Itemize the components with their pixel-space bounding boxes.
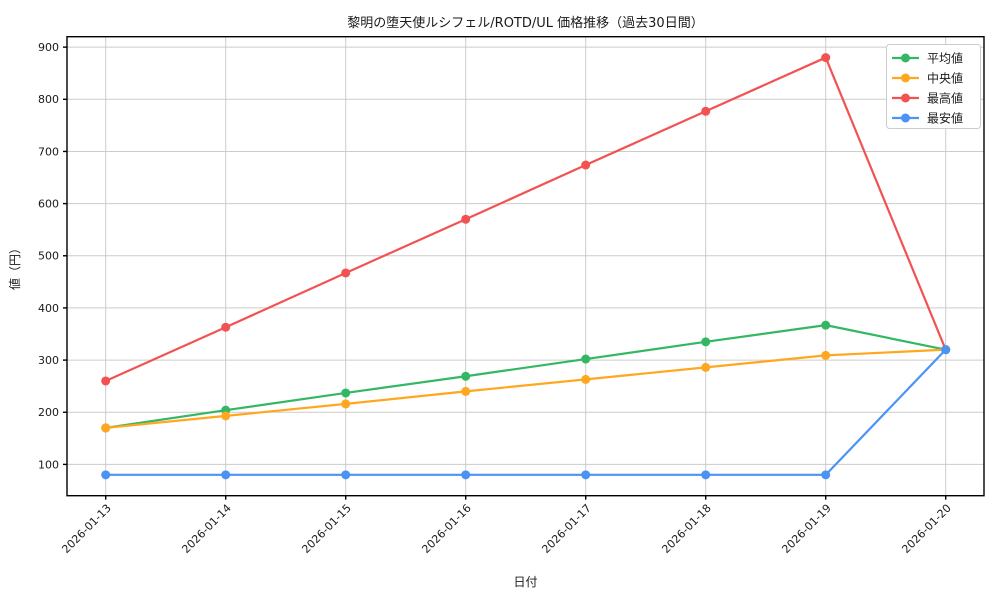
legend-label-average: 平均値 bbox=[927, 51, 963, 66]
legend-marker-median bbox=[901, 73, 910, 83]
legend-marker-min bbox=[901, 113, 910, 123]
legend-label-max: 最高値 bbox=[927, 91, 963, 106]
series-marker-median bbox=[461, 386, 471, 396]
series-marker-min bbox=[821, 470, 831, 480]
series-marker-median bbox=[221, 411, 231, 421]
series-marker-min bbox=[101, 470, 111, 480]
legend-label-median: 中央値 bbox=[927, 71, 963, 86]
y-tick-label: 800 bbox=[38, 93, 59, 106]
y-tick-label: 600 bbox=[38, 197, 59, 210]
series-marker-min bbox=[581, 470, 591, 480]
series-line-max bbox=[104, 56, 947, 383]
series-median bbox=[101, 345, 951, 433]
legend-item-min: 最安値 bbox=[892, 111, 963, 126]
plot-box bbox=[66, 36, 985, 497]
y-tick-label: 900 bbox=[38, 41, 59, 54]
series-marker-min bbox=[941, 345, 951, 355]
series-marker-min bbox=[461, 470, 471, 480]
legend-marker-average bbox=[901, 53, 910, 63]
x-tick-label: 2026-01-14 bbox=[179, 502, 233, 556]
series-marker-max bbox=[701, 106, 711, 116]
series-line-average bbox=[104, 324, 947, 429]
series-marker-max bbox=[821, 53, 831, 63]
y-tick-label: 700 bbox=[38, 145, 59, 158]
x-tick-label: 2026-01-13 bbox=[59, 502, 113, 556]
series-marker-max bbox=[341, 268, 351, 278]
series-marker-median bbox=[701, 362, 711, 372]
legend-marker-max bbox=[901, 93, 910, 103]
legend-label-min: 最安値 bbox=[927, 111, 963, 126]
series-marker-max bbox=[461, 214, 471, 224]
series-marker-average bbox=[461, 371, 471, 381]
series-marker-max bbox=[101, 376, 111, 386]
legend-item-median: 中央値 bbox=[892, 71, 963, 86]
series-marker-max bbox=[221, 322, 231, 332]
y-tick-label: 500 bbox=[38, 250, 59, 263]
x-tick-label: 2026-01-19 bbox=[779, 502, 833, 556]
series-marker-median bbox=[821, 350, 831, 360]
legend-box bbox=[886, 44, 981, 129]
series-min bbox=[101, 345, 951, 480]
series-marker-median bbox=[341, 399, 351, 409]
x-tick-label: 2026-01-18 bbox=[659, 502, 713, 556]
series-marker-max bbox=[581, 160, 591, 170]
series-marker-min bbox=[341, 470, 351, 480]
x-tick-label: 2026-01-17 bbox=[539, 502, 593, 556]
y-axis-label: 値（円） bbox=[7, 242, 22, 290]
series-line-min bbox=[104, 348, 947, 476]
y-tick-label: 100 bbox=[38, 458, 59, 471]
x-tick-label: 2026-01-15 bbox=[299, 502, 353, 556]
legend-item-average: 平均値 bbox=[892, 51, 963, 66]
y-tick-label: 300 bbox=[38, 354, 59, 367]
legend-item-max: 最高値 bbox=[892, 91, 963, 106]
series-marker-average bbox=[581, 354, 591, 364]
x-tick-label: 2026-01-16 bbox=[419, 502, 473, 556]
series-marker-average bbox=[821, 320, 831, 330]
x-tick-label: 2026-01-20 bbox=[899, 502, 953, 556]
series-max bbox=[101, 53, 951, 386]
y-tick-label: 400 bbox=[38, 302, 59, 315]
series-marker-median bbox=[101, 423, 111, 433]
series-marker-average bbox=[341, 388, 351, 398]
series-marker-average bbox=[701, 337, 711, 347]
x-axis-label: 日付 bbox=[513, 575, 537, 589]
series-marker-min bbox=[701, 470, 711, 480]
chart-title: 黎明の堕天使ルシフェル/ROTD/UL 価格推移（過去30日間） bbox=[347, 15, 703, 31]
series-marker-median bbox=[581, 374, 591, 384]
series-marker-min bbox=[221, 470, 231, 480]
y-tick-label: 200 bbox=[38, 406, 59, 419]
series-line-median bbox=[104, 348, 947, 429]
grid bbox=[67, 36, 984, 496]
